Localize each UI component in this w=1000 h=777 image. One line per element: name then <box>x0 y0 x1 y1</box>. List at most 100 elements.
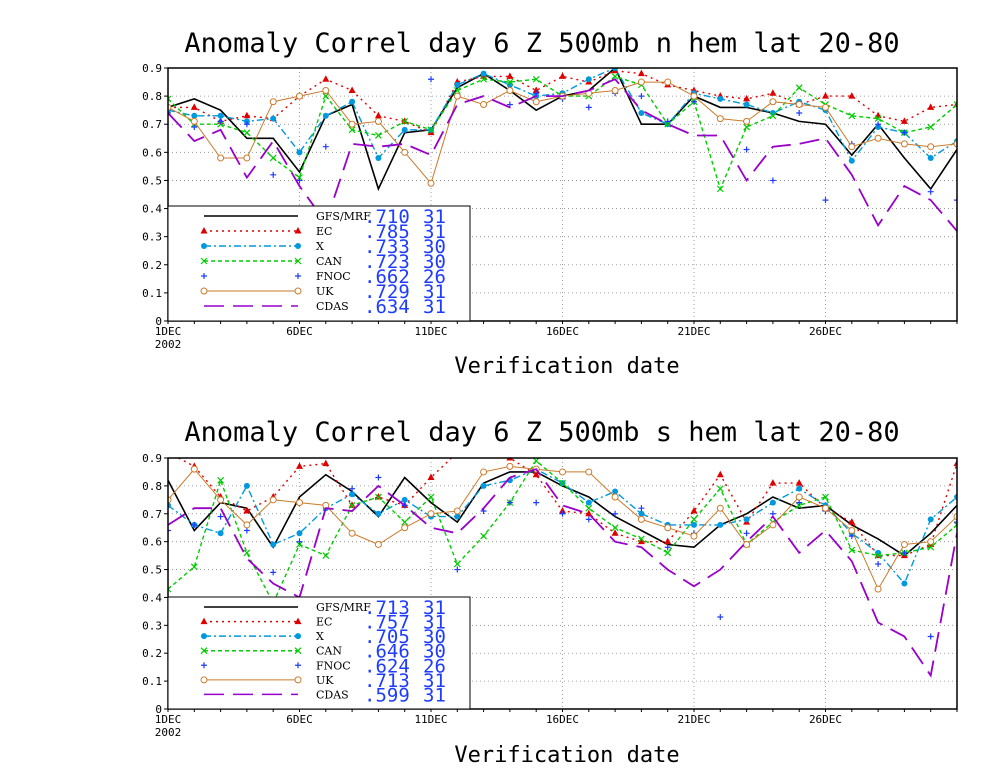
data-point <box>427 473 435 481</box>
data-point <box>191 124 198 131</box>
chart-panel-1: Anomaly Correl day 6 Z 500mb n hem lat 2… <box>142 28 958 379</box>
data-point <box>532 75 540 83</box>
series-line <box>177 458 957 557</box>
data-point <box>796 109 803 116</box>
x-axis-label: Verification date <box>454 354 679 379</box>
data-point <box>559 72 566 79</box>
legend-series-count: 30 <box>423 641 446 663</box>
legend-series-name: EC <box>316 225 332 238</box>
data-point <box>638 93 645 100</box>
chart-panel-2: Anomaly Correl day 6 Z 500mb s hem lat 2… <box>142 417 958 768</box>
data-point <box>190 563 198 571</box>
data-point <box>585 76 592 83</box>
y-tick-label: 0 <box>155 703 162 716</box>
data-point <box>269 496 277 504</box>
data-point <box>664 544 671 551</box>
data-point <box>532 98 540 106</box>
legend-series-mean: .634 <box>364 296 410 318</box>
data-point <box>270 171 277 178</box>
x-tick-label: 6DEC <box>286 325 313 338</box>
data-point <box>243 111 251 119</box>
y-tick-label: 0.1 <box>142 675 162 688</box>
data-point <box>953 521 957 529</box>
legend-marker <box>295 243 301 249</box>
legend-series-mean: .710 <box>364 206 410 228</box>
legend-marker <box>201 633 207 640</box>
data-point <box>296 462 303 469</box>
data-point <box>217 112 224 119</box>
data-point <box>296 499 303 507</box>
data-point <box>796 499 803 506</box>
plot-area <box>168 68 957 232</box>
data-point <box>927 538 935 546</box>
data-point <box>822 504 829 512</box>
legend-entry: X .733 30 <box>201 236 446 258</box>
legend-marker <box>294 647 302 655</box>
legend-entry: CAN .723 30 <box>200 251 446 273</box>
series-cdas <box>168 78 957 232</box>
data-point <box>453 507 461 515</box>
data-point <box>795 101 803 109</box>
data-point <box>716 185 724 193</box>
data-point <box>348 86 356 93</box>
data-point <box>322 92 330 100</box>
data-point <box>190 103 198 110</box>
data-point <box>296 149 303 156</box>
data-point <box>191 521 198 528</box>
data-point <box>559 510 566 517</box>
legend-entry: EC .757 31 <box>200 612 446 634</box>
data-point <box>533 499 540 506</box>
series-uk <box>168 462 957 593</box>
legend-series-name: UK <box>316 285 334 298</box>
legend-marker <box>294 676 302 684</box>
y-tick-label: 0.7 <box>142 118 162 131</box>
x-tick-label: 11DEC <box>414 325 447 338</box>
data-point <box>664 118 671 125</box>
legend-series-mean: .624 <box>364 655 410 677</box>
data-point <box>664 524 672 532</box>
data-point <box>875 560 882 567</box>
data-point <box>743 146 750 153</box>
legend-entry: CDAS .599 31 <box>204 684 446 706</box>
data-point <box>848 546 856 554</box>
legend-series-name: CDAS <box>316 688 349 701</box>
legend-entry: UK .713 31 <box>200 670 446 692</box>
x-tick-label: 16DEC <box>546 325 579 338</box>
legend-entry: GFS/MRF.710 31 <box>204 206 446 228</box>
data-point <box>690 515 698 523</box>
data-point <box>927 543 935 551</box>
data-point <box>716 115 724 123</box>
data-point <box>717 613 724 620</box>
legend-entry: FNOC .624 26 <box>201 655 446 677</box>
y-tick-label: 0.1 <box>142 287 162 300</box>
data-point <box>927 188 934 195</box>
data-point <box>506 78 514 86</box>
data-point <box>637 535 645 543</box>
data-point <box>454 566 461 573</box>
data-point <box>664 549 672 557</box>
data-point <box>769 177 776 184</box>
legend-series-count: 31 <box>423 221 446 243</box>
legend-series-count: 26 <box>423 655 446 677</box>
data-point <box>532 470 540 478</box>
data-point <box>453 92 461 100</box>
data-point <box>585 504 593 512</box>
y-tick-label: 0.7 <box>142 508 162 521</box>
data-point <box>900 140 908 148</box>
data-point <box>848 527 856 535</box>
legend-marker <box>295 633 301 640</box>
data-point <box>637 78 645 86</box>
data-point <box>401 126 408 133</box>
data-point <box>638 109 645 116</box>
y-tick-label: 0.6 <box>142 536 162 549</box>
data-point <box>611 493 619 501</box>
plot-frame <box>167 67 958 322</box>
data-point <box>769 479 777 486</box>
data-point <box>795 479 803 486</box>
y-tick-label: 0.9 <box>142 62 162 75</box>
data-point <box>664 78 672 86</box>
data-point <box>611 73 619 80</box>
data-point <box>506 86 514 94</box>
